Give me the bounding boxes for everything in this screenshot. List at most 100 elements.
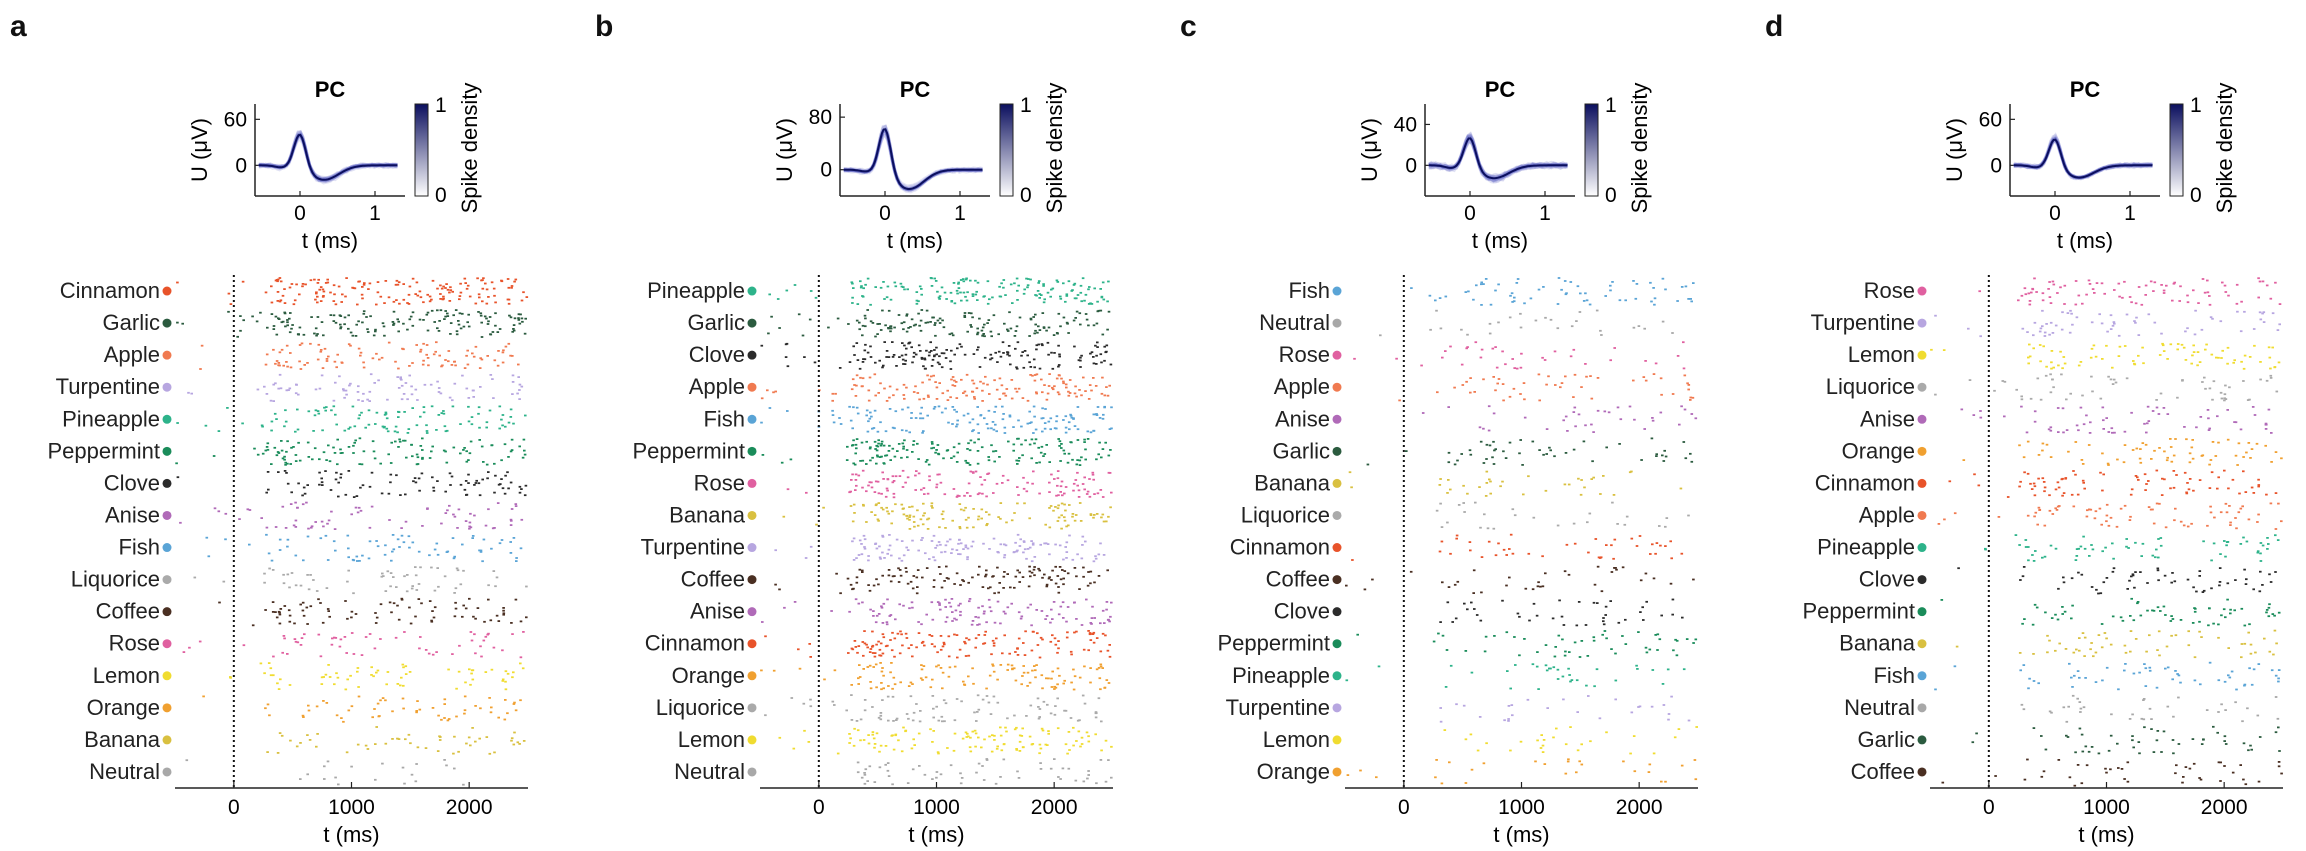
raster-spike xyxy=(330,643,334,646)
raster-spike xyxy=(899,630,902,633)
raster-spike xyxy=(366,398,369,401)
raster-spike xyxy=(1592,639,1596,642)
raster-spike xyxy=(869,446,872,449)
raster-spike xyxy=(938,604,941,606)
raster-spike xyxy=(435,341,438,344)
raster-spike xyxy=(394,360,397,363)
raster-spike xyxy=(949,396,952,399)
raster-spike xyxy=(421,456,424,459)
raster-spike xyxy=(375,411,379,414)
raster-spike xyxy=(290,491,293,494)
raster-spike xyxy=(279,678,282,681)
raster-spike xyxy=(1020,683,1023,686)
raster-spike xyxy=(867,734,870,736)
row-label: Fish xyxy=(118,535,160,560)
raster-spike xyxy=(868,765,872,768)
raster-spike xyxy=(2248,398,2251,401)
raster-spike xyxy=(1366,463,1370,466)
raster-spike xyxy=(1086,490,1090,493)
raster-spike xyxy=(479,707,482,710)
raster-spike xyxy=(2224,555,2227,558)
raster-spike xyxy=(463,695,467,698)
raster-spike xyxy=(2079,406,2083,409)
raster-spike xyxy=(510,737,514,740)
raster-spike xyxy=(895,717,899,720)
raster-spike xyxy=(1502,399,1505,402)
raster-spike xyxy=(1503,719,1506,722)
raster-spike xyxy=(436,750,440,752)
row-label: Neutral xyxy=(674,759,745,784)
raster-spike xyxy=(1028,335,1031,337)
raster-spike xyxy=(328,615,331,618)
raster-spike xyxy=(397,387,401,389)
raster-spike xyxy=(867,389,871,392)
raster-spike xyxy=(1049,621,1052,624)
raster-spike xyxy=(513,317,517,320)
raster-spike xyxy=(918,285,922,288)
raster-spike xyxy=(982,642,985,645)
raster-spike xyxy=(266,471,270,473)
raster-spike xyxy=(1071,513,1075,515)
raster-spike xyxy=(432,616,436,619)
raster-spike xyxy=(1055,279,1059,282)
raster-spike xyxy=(940,411,944,414)
raster-spike xyxy=(985,423,989,425)
raster-spike xyxy=(1015,390,1019,393)
raster-spike xyxy=(397,738,401,740)
raster-spike xyxy=(939,667,943,669)
raster-spike xyxy=(1613,538,1617,541)
raster-spike xyxy=(2098,507,2102,510)
raster-spike xyxy=(362,361,365,364)
raster-spike xyxy=(2151,554,2155,557)
raster-spike xyxy=(365,316,368,318)
raster-spike xyxy=(1012,443,1016,446)
raster-spike xyxy=(953,353,956,356)
raster-spike xyxy=(868,664,872,667)
raster-spike xyxy=(384,590,388,592)
raster-spike xyxy=(937,541,941,543)
raster-spike xyxy=(346,617,349,620)
raster-spike xyxy=(1002,286,1005,289)
raster-spike xyxy=(990,357,994,360)
raster-spike xyxy=(928,351,931,354)
raster-spike xyxy=(2045,323,2048,325)
raster-spike xyxy=(286,545,289,548)
raster-spike xyxy=(1015,748,1018,750)
raster-spike xyxy=(963,314,966,317)
raster-spike xyxy=(2206,279,2209,282)
raster-spike xyxy=(1032,432,1035,434)
raster-spike xyxy=(469,744,472,747)
raster-spike xyxy=(847,652,850,654)
row-color-marker xyxy=(1917,478,1927,488)
raster-spike xyxy=(1072,688,1076,691)
raster-spike xyxy=(492,397,495,399)
raster-spike xyxy=(966,462,970,464)
raster-spike xyxy=(997,350,1001,353)
row-label: Pineapple xyxy=(62,406,160,431)
raster-spike xyxy=(479,312,483,315)
raster-spike xyxy=(443,318,446,320)
raster-spike xyxy=(506,672,510,675)
raster-spike xyxy=(425,344,429,346)
raster-spike xyxy=(930,635,934,637)
raster-spike xyxy=(1099,542,1102,545)
raster-spike xyxy=(848,405,851,408)
raster-spike xyxy=(463,712,466,715)
raster-spike xyxy=(362,283,366,286)
raster-spike xyxy=(218,601,221,604)
raster-spike xyxy=(1063,516,1066,519)
raster-spike xyxy=(1022,487,1026,490)
raster-spike xyxy=(955,549,959,551)
raster-spike xyxy=(1478,486,1481,488)
raster-spike xyxy=(2050,350,2054,352)
raster-spike xyxy=(1492,527,1496,530)
raster-spike xyxy=(472,389,475,392)
raster-spike xyxy=(1079,520,1083,522)
raster-spike xyxy=(1573,406,1577,409)
raster-spike xyxy=(951,519,954,522)
raster-spike xyxy=(441,364,444,367)
raster-spike xyxy=(861,486,864,489)
raster-spike xyxy=(415,710,418,712)
raster-spike xyxy=(919,329,923,332)
row-color-marker xyxy=(1917,318,1927,328)
